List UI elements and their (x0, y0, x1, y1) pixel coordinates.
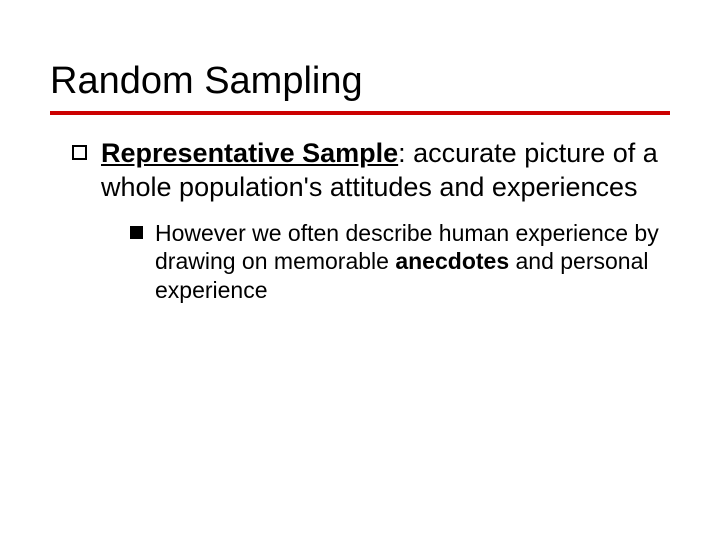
title-underline-rule (50, 111, 670, 115)
slide: Random Sampling Representative Sample: a… (0, 0, 720, 540)
term-representative-sample: Representative Sample (101, 138, 398, 168)
bullet-level2-text: However we often describe human experien… (155, 219, 670, 305)
solid-square-icon (130, 226, 143, 239)
hollow-square-icon (72, 145, 87, 160)
bold-anecdotes: anecdotes (395, 248, 509, 274)
slide-title: Random Sampling (50, 60, 670, 103)
bullet-level1: Representative Sample: accurate picture … (72, 137, 670, 205)
bullet-level2: However we often describe human experien… (130, 219, 670, 305)
bullet-level1-text: Representative Sample: accurate picture … (101, 137, 670, 205)
